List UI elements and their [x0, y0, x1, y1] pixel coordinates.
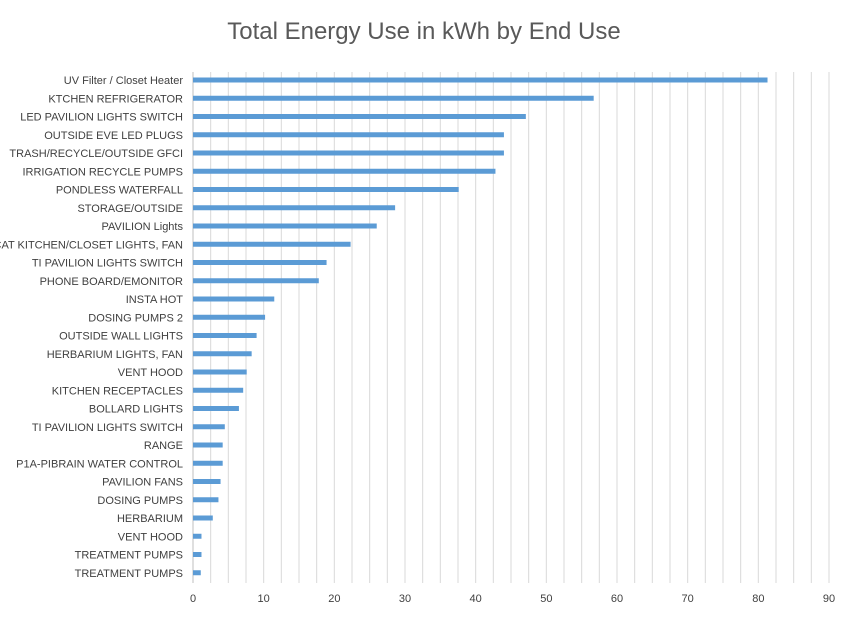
category-label: OUTSIDE EVE LED PLUGS	[44, 130, 183, 142]
category-label: PAVILION Lights	[101, 221, 183, 233]
chart-title: Total Energy Use in kWh by End Use	[227, 18, 621, 45]
category-label: KTCHEN REFRIGERATOR	[48, 93, 183, 105]
x-tick-label: 30	[399, 593, 411, 605]
bar	[193, 442, 223, 448]
category-label: VENT HOOD	[118, 531, 183, 543]
bar	[193, 168, 496, 174]
bar	[193, 570, 201, 576]
bar	[193, 314, 266, 320]
bar	[193, 552, 202, 557]
category-label: IRRIGATION RECYCLE PUMPS	[22, 166, 183, 178]
bar	[193, 369, 247, 375]
bar	[193, 95, 594, 101]
category-label: TREATMENT PUMPS	[75, 550, 183, 562]
bar	[193, 479, 221, 484]
category-label: UV Filter / Closet Heater	[64, 75, 184, 87]
category-label: DOSING PUMPS 2	[88, 312, 183, 324]
bar	[193, 132, 504, 138]
x-tick-label: 0	[190, 593, 196, 605]
bar	[193, 114, 526, 119]
category-label: STORAGE/OUTSIDE	[77, 203, 183, 215]
category-label: PHONE BOARD/EMONITOR	[40, 276, 183, 288]
x-tick-label: 20	[328, 593, 340, 605]
x-tick-label: 80	[752, 593, 764, 605]
category-label: HERBARIUM LIGHTS, FAN	[47, 349, 183, 361]
category-label: PAVILION FANS	[102, 477, 183, 489]
category-label: LED PAVILION LIGHTS SWITCH	[20, 112, 183, 124]
category-label: TI PAVILION LIGHTS SWITCH	[32, 258, 183, 270]
category-label: KITCHEN RECEPTACLES	[52, 385, 183, 397]
category-label: INSTA HOT	[126, 294, 184, 306]
bar	[193, 424, 225, 430]
bar	[193, 333, 257, 338]
x-tick-label: 10	[258, 593, 270, 605]
x-tick-label: 90	[823, 593, 835, 605]
bar	[193, 278, 319, 284]
bar	[193, 406, 239, 411]
category-label: VENT HOOD	[118, 367, 183, 379]
bar	[193, 515, 213, 521]
bar	[193, 387, 244, 393]
x-tick-label: 60	[611, 593, 623, 605]
bar	[193, 241, 351, 247]
bar	[193, 77, 768, 83]
bar	[193, 187, 459, 192]
bar	[193, 150, 504, 156]
bar	[193, 533, 202, 539]
bar	[193, 205, 396, 211]
bar	[193, 296, 275, 302]
category-label: BOLLARD LIGHTS	[89, 404, 183, 416]
category-label: TI PAVILION LIGHTS SWITCH	[32, 422, 183, 434]
x-tick-label: 70	[682, 593, 694, 605]
x-tick-label: 40	[470, 593, 482, 605]
category-label: RANGE	[144, 440, 183, 452]
bar	[193, 460, 223, 466]
category-label: HERBARIUM	[117, 513, 183, 525]
bars	[193, 77, 768, 576]
category-label: TRASH/RECYCLE/OUTSIDE GFCI	[9, 148, 183, 160]
x-tick-label: 50	[540, 593, 552, 605]
category-label: PONDLESS WATERFALL	[56, 185, 183, 197]
bar	[193, 260, 327, 265]
category-labels: UV Filter / Closet Heater KTCHEN REFRIGER…	[0, 75, 183, 580]
bar	[193, 497, 219, 503]
bar	[193, 223, 377, 229]
category-label: P1A-PIBRAIN WATER CONTROL	[16, 458, 183, 470]
category-label: OUTSIDE WALL LIGHTS	[59, 331, 183, 343]
bar	[193, 351, 252, 357]
category-label: TREATMENT PUMPS	[75, 568, 183, 580]
x-tick-labels: 0 10 20 30 40 50 60 70 80 90	[190, 593, 835, 605]
gridlines	[192, 72, 830, 583]
category-label: CAT KITCHEN/CLOSET LIGHTS, FAN	[0, 239, 183, 251]
category-label: DOSING PUMPS	[97, 495, 183, 507]
